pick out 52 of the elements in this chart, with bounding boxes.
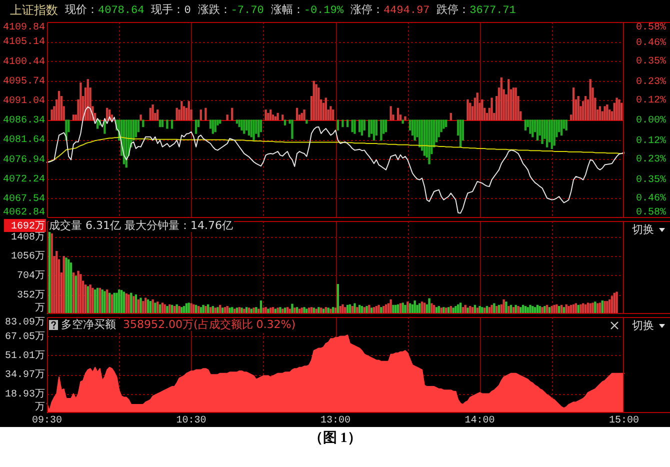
y-tick-label: 万: [35, 302, 45, 315]
y-tick-label: 51.01万: [4, 350, 45, 362]
y-tick-label: 4109.84: [2, 22, 45, 34]
y-tick-label: 4076.94: [2, 154, 45, 166]
x-tick-label: 14:00: [464, 416, 495, 427]
text: 涨停：4494.97: [350, 2, 430, 16]
chart-title: 多空净买额: [61, 318, 117, 331]
text: 涨跌：-7.70: [198, 2, 264, 16]
y-tick-label: 1692万: [10, 220, 45, 233]
y-tick-label: 67.05万: [4, 330, 45, 343]
text: （图 1）: [308, 431, 362, 446]
y3-tick-label: 0.35%: [636, 174, 666, 186]
y-tick-label: 4067.54: [2, 194, 45, 206]
y2-tick-label: 0.12%: [636, 95, 666, 106]
y3-tick-label: 0.46%: [636, 193, 666, 204]
y-tick-label: 1408万: [10, 231, 45, 244]
y-tick-label: 4072.24: [2, 174, 45, 186]
text: 切换: [632, 223, 654, 236]
text: 现价：4078.64: [65, 2, 144, 16]
y-tick-label: 352万: [16, 289, 45, 302]
x-tick-label: 13:00: [320, 416, 351, 427]
text: 切换: [632, 319, 654, 332]
y-tick-label: 34.97万: [4, 369, 45, 382]
chart-title: 上证指数: [10, 3, 58, 17]
y-tick-label: 704万: [16, 270, 45, 282]
x-tick-label: 10:30: [176, 416, 206, 427]
y3-tick-label: 0.58%: [636, 208, 666, 219]
y3-tick-label: 0.23%: [636, 154, 666, 166]
text: 涨幅：-0.19%: [270, 2, 344, 16]
y-tick-label: 4062.84: [2, 208, 45, 219]
y3-tick-label: 0.12%: [636, 136, 666, 147]
y-tick-label: 4081.64: [2, 135, 45, 146]
chart-title: 成交量 6.31亿 最大分钟量：14.76亿: [49, 219, 234, 232]
y2-tick-label: 0.46%: [636, 38, 666, 49]
text: 现手：0: [151, 2, 191, 16]
y-tick-label: 4091.04: [2, 96, 45, 108]
x-tick-label: 15:00: [608, 416, 640, 427]
chart-subtitle: 358952.00万(占成交额比 0.32%): [117, 318, 296, 331]
y-tick-label: 4086.34: [2, 116, 45, 127]
y-tick-label: 83.09万: [4, 316, 45, 329]
y2-tick-label: 0.58%: [636, 22, 666, 34]
y-tick-label: 4095.74: [2, 76, 45, 88]
y-tick-label: 18.93万: [4, 388, 45, 400]
x-tick-label: 09:30: [32, 416, 62, 427]
y-tick-label: 4100.44: [2, 56, 45, 68]
y-tick-label: 4105.14: [2, 37, 45, 48]
y-tick-label: 1056万: [10, 250, 45, 263]
text: 跌停：3677.71: [436, 2, 516, 16]
y2-tick-label: 0.23%: [636, 76, 666, 88]
y-tick-label: 万: [35, 402, 45, 414]
y2-tick-label: 0.00%: [636, 116, 666, 127]
y2-tick-label: 0.35%: [636, 56, 666, 68]
